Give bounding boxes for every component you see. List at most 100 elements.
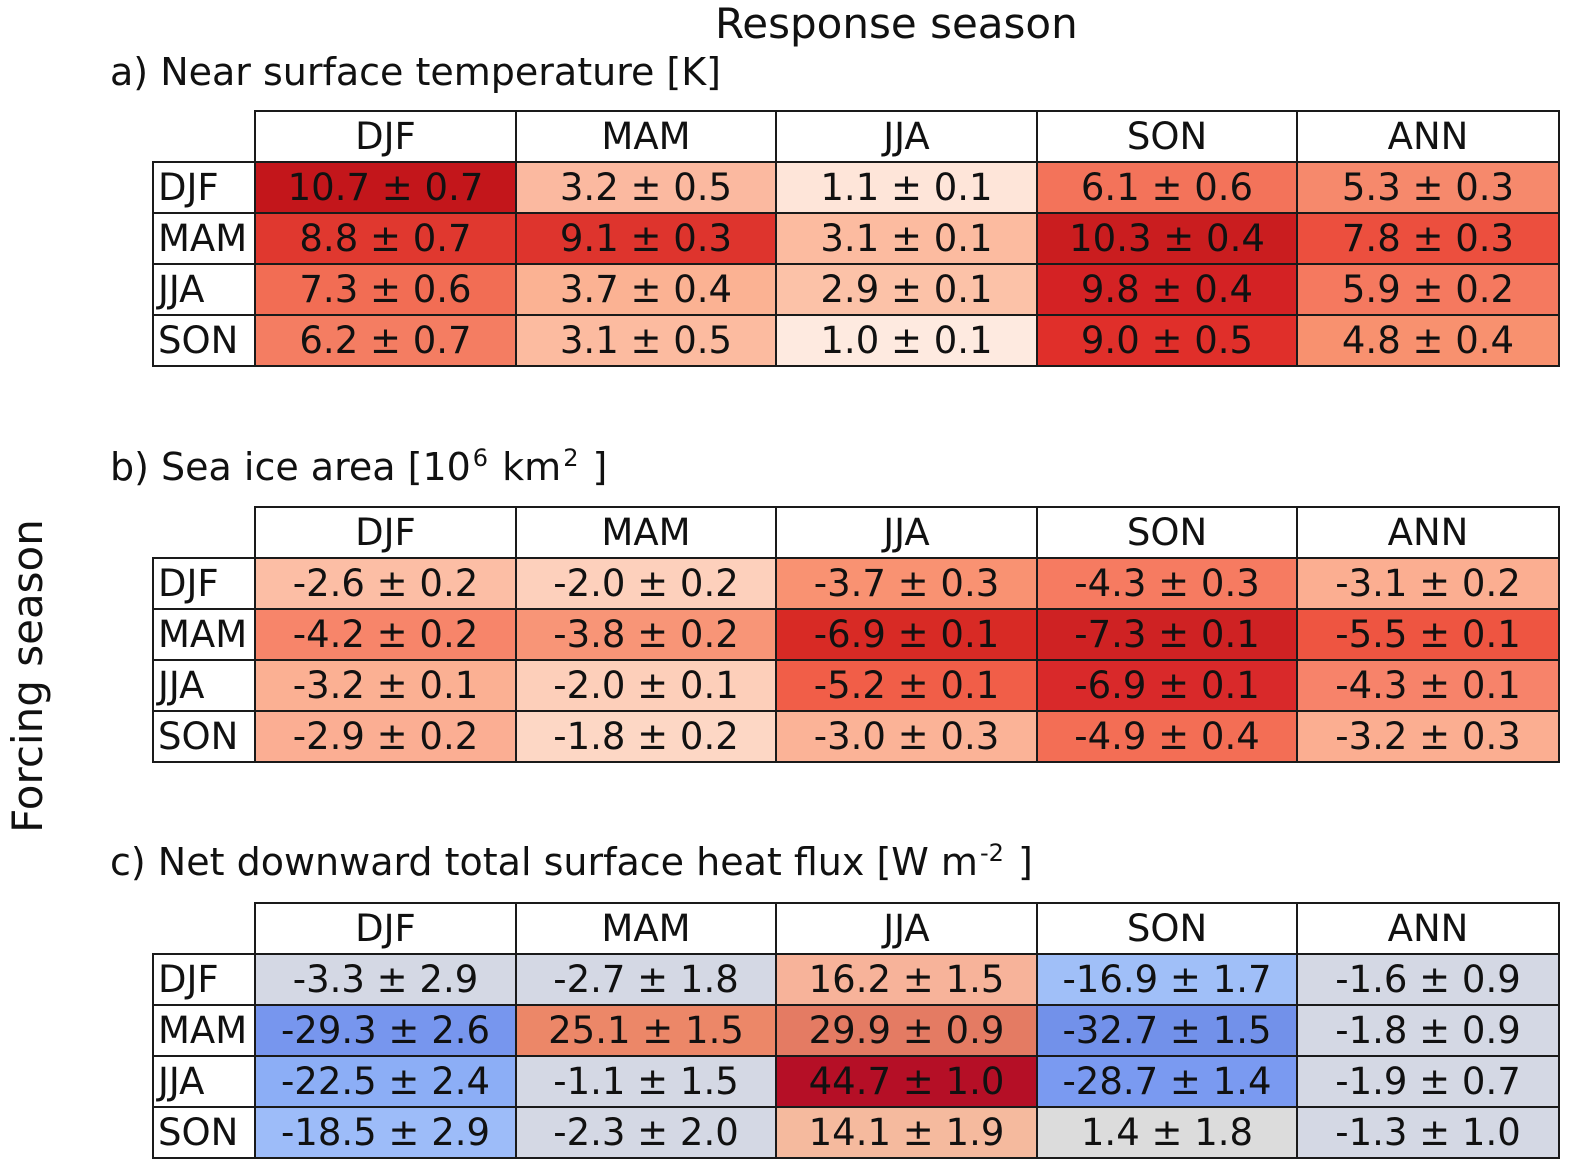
table-cell-b-son-jja: -3.0 ± 0.3 bbox=[775, 710, 1038, 763]
table-cell-a-son-jja: 1.0 ± 0.1 bbox=[775, 314, 1038, 367]
table-cell-c-jja-son: -28.7 ± 1.4 bbox=[1036, 1055, 1298, 1108]
row-header-a-son: SON bbox=[152, 314, 256, 367]
table-cell-b-jja-jja: -5.2 ± 0.1 bbox=[775, 659, 1038, 712]
table-cell-c-son-ann: -1.3 ± 1.0 bbox=[1296, 1106, 1560, 1159]
table-cell-c-djf-son: -16.9 ± 1.7 bbox=[1036, 953, 1298, 1006]
panel-title-text-c-0: c) Net downward total surface heat flux … bbox=[110, 840, 978, 884]
panel-title-text-b-2: km bbox=[490, 445, 562, 489]
row-header-a-djf: DJF bbox=[152, 161, 256, 214]
panel-title-sup-b-3: 2 bbox=[563, 444, 579, 472]
table-cell-b-jja-ann: -4.3 ± 0.1 bbox=[1296, 659, 1560, 712]
table-cell-b-son-son: -4.9 ± 0.4 bbox=[1036, 710, 1298, 763]
table-cell-b-son-ann: -3.2 ± 0.3 bbox=[1296, 710, 1560, 763]
column-header-b-son: SON bbox=[1036, 506, 1298, 559]
table-cell-b-djf-mam: -2.0 ± 0.2 bbox=[515, 557, 777, 610]
table-cell-c-djf-ann: -1.6 ± 0.9 bbox=[1296, 953, 1560, 1006]
table-cell-a-djf-mam: 3.2 ± 0.5 bbox=[515, 161, 777, 214]
column-header-a-son: SON bbox=[1036, 110, 1298, 163]
table-cell-a-jja-jja: 2.9 ± 0.1 bbox=[775, 263, 1038, 316]
y-axis-label-text: Forcing season bbox=[3, 519, 52, 833]
table-cell-a-son-ann: 4.8 ± 0.4 bbox=[1296, 314, 1560, 367]
table-cell-b-djf-son: -4.3 ± 0.3 bbox=[1036, 557, 1298, 610]
column-header-c-mam: MAM bbox=[515, 902, 777, 955]
panel-title-a: a) Near surface temperature [K] bbox=[110, 50, 721, 94]
table-cell-a-jja-son: 9.8 ± 0.4 bbox=[1036, 263, 1298, 316]
column-header-b-ann: ANN bbox=[1296, 506, 1560, 559]
table-cell-a-jja-ann: 5.9 ± 0.2 bbox=[1296, 263, 1560, 316]
table-cell-c-son-jja: 14.1 ± 1.9 bbox=[775, 1106, 1038, 1159]
table-a: DJF MAM JJA SON ANN DJF 10.7 ± 0.7 3.2 ± 0.5 1.1… bbox=[152, 110, 1560, 367]
table-cell-b-mam-son: -7.3 ± 0.1 bbox=[1036, 608, 1298, 661]
column-header-a-mam: MAM bbox=[515, 110, 777, 163]
panel-title-b: b) Sea ice area [106 km2 ] bbox=[110, 445, 607, 489]
table-cell-b-jja-son: -6.9 ± 0.1 bbox=[1036, 659, 1298, 712]
table-cell-b-son-mam: -1.8 ± 0.2 bbox=[515, 710, 777, 763]
column-header-c-jja: JJA bbox=[775, 902, 1038, 955]
table-cell-c-djf-mam: -2.7 ± 1.8 bbox=[515, 953, 777, 1006]
table-cell-c-son-son: 1.4 ± 1.8 bbox=[1036, 1106, 1298, 1159]
table-cell-b-mam-jja: -6.9 ± 0.1 bbox=[775, 608, 1038, 661]
table-cell-c-mam-jja: 29.9 ± 0.9 bbox=[775, 1004, 1038, 1057]
table-cell-a-son-mam: 3.1 ± 0.5 bbox=[515, 314, 777, 367]
table-cell-a-mam-mam: 9.1 ± 0.3 bbox=[515, 212, 777, 265]
column-header-b-djf: DJF bbox=[254, 506, 517, 559]
panel-title-c: c) Net downward total surface heat flux … bbox=[110, 840, 1033, 884]
panel-title-text-a-0: a) Near surface temperature [K] bbox=[110, 50, 722, 94]
table-cell-b-son-djf: -2.9 ± 0.2 bbox=[254, 710, 517, 763]
table-cell-c-jja-ann: -1.9 ± 0.7 bbox=[1296, 1055, 1560, 1108]
row-header-b-djf: DJF bbox=[152, 557, 256, 610]
table-cell-a-djf-son: 6.1 ± 0.6 bbox=[1036, 161, 1298, 214]
row-header-b-jja: JJA bbox=[152, 659, 256, 712]
table-cell-b-djf-jja: -3.7 ± 0.3 bbox=[775, 557, 1038, 610]
table-cell-c-mam-mam: 25.1 ± 1.5 bbox=[515, 1004, 777, 1057]
table-cell-c-djf-djf: -3.3 ± 2.9 bbox=[254, 953, 517, 1006]
table-c: DJF MAM JJA SON ANN DJF -3.3 ± 2.9 -2.7 ± 1.8 16… bbox=[152, 902, 1560, 1159]
column-header-c-djf: DJF bbox=[254, 902, 517, 955]
table-cell-c-son-djf: -18.5 ± 2.9 bbox=[254, 1106, 517, 1159]
column-header-c-son: SON bbox=[1036, 902, 1298, 955]
table-cell-b-mam-djf: -4.2 ± 0.2 bbox=[254, 608, 517, 661]
table-cell-c-mam-djf: -29.3 ± 2.6 bbox=[254, 1004, 517, 1057]
column-header-b-mam: MAM bbox=[515, 506, 777, 559]
table-cell-c-mam-ann: -1.8 ± 0.9 bbox=[1296, 1004, 1560, 1057]
table-cell-a-mam-ann: 7.8 ± 0.3 bbox=[1296, 212, 1560, 265]
table-cell-a-djf-jja: 1.1 ± 0.1 bbox=[775, 161, 1038, 214]
table-cell-b-jja-mam: -2.0 ± 0.1 bbox=[515, 659, 777, 712]
row-header-c-djf: DJF bbox=[152, 953, 256, 1006]
row-header-c-son: SON bbox=[152, 1106, 256, 1159]
row-header-c-mam: MAM bbox=[152, 1004, 256, 1057]
row-header-a-jja: JJA bbox=[152, 263, 256, 316]
figure-title: Response season bbox=[715, 0, 1078, 48]
panel-title-sup-c-1: -2 bbox=[979, 839, 1004, 867]
table-cell-a-mam-jja: 3.1 ± 0.1 bbox=[775, 212, 1038, 265]
panel-title-text-b-0: b) Sea ice area [10 bbox=[110, 445, 471, 489]
row-header-c-jja: JJA bbox=[152, 1055, 256, 1108]
table-cell-b-mam-mam: -3.8 ± 0.2 bbox=[515, 608, 777, 661]
table-cell-a-jja-djf: 7.3 ± 0.6 bbox=[254, 263, 517, 316]
table-cell-c-son-mam: -2.3 ± 2.0 bbox=[515, 1106, 777, 1159]
table-cell-b-jja-djf: -3.2 ± 0.1 bbox=[254, 659, 517, 712]
table-cell-a-son-djf: 6.2 ± 0.7 bbox=[254, 314, 517, 367]
row-header-b-mam: MAM bbox=[152, 608, 256, 661]
table-cell-c-jja-jja: 44.7 ± 1.0 bbox=[775, 1055, 1038, 1108]
table-cell-c-djf-jja: 16.2 ± 1.5 bbox=[775, 953, 1038, 1006]
column-header-a-jja: JJA bbox=[775, 110, 1038, 163]
table-cell-c-jja-djf: -22.5 ± 2.4 bbox=[254, 1055, 517, 1108]
panel-title-text-c-2: ] bbox=[1005, 840, 1033, 884]
column-header-c-ann: ANN bbox=[1296, 902, 1560, 955]
table-cell-a-djf-ann: 5.3 ± 0.3 bbox=[1296, 161, 1560, 214]
panel-title-sup-b-1: 6 bbox=[472, 444, 489, 472]
table-cell-b-djf-djf: -2.6 ± 0.2 bbox=[254, 557, 517, 610]
table-cell-a-son-son: 9.0 ± 0.5 bbox=[1036, 314, 1298, 367]
table-cell-a-mam-djf: 8.8 ± 0.7 bbox=[254, 212, 517, 265]
table-cell-a-mam-son: 10.3 ± 0.4 bbox=[1036, 212, 1298, 265]
table-cell-b-djf-ann: -3.1 ± 0.2 bbox=[1296, 557, 1560, 610]
column-header-a-ann: ANN bbox=[1296, 110, 1560, 163]
table-cell-c-jja-mam: -1.1 ± 1.5 bbox=[515, 1055, 777, 1108]
row-header-b-son: SON bbox=[152, 710, 256, 763]
row-header-a-mam: MAM bbox=[152, 212, 256, 265]
table-cell-b-mam-ann: -5.5 ± 0.1 bbox=[1296, 608, 1560, 661]
table-cell-a-jja-mam: 3.7 ± 0.4 bbox=[515, 263, 777, 316]
column-header-a-djf: DJF bbox=[254, 110, 517, 163]
column-header-b-jja: JJA bbox=[775, 506, 1038, 559]
